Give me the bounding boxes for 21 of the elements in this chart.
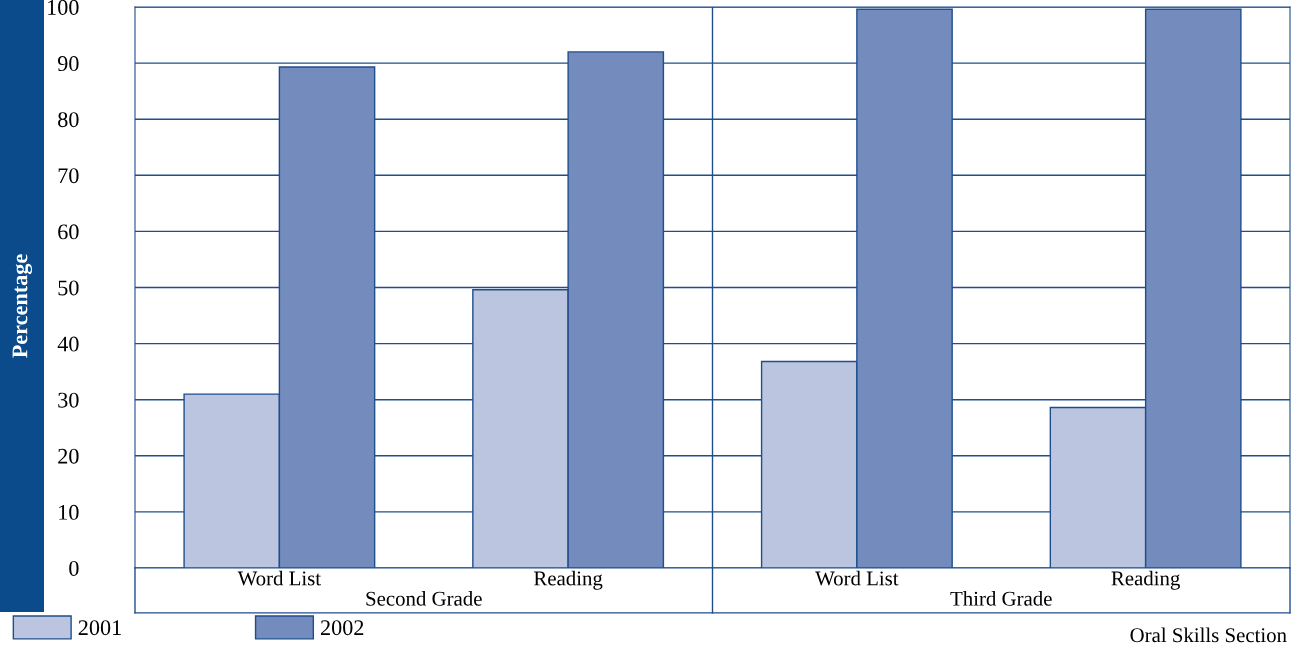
text: Oral Skills Section <box>1130 627 1287 643</box>
y-axis-title: Percentage <box>12 254 33 358</box>
x-tick-label: Reading <box>534 570 603 590</box>
x-tick-label: Word List <box>237 570 321 586</box>
y-tick-label: 30 <box>58 392 79 408</box>
y-tick-label: 70 <box>58 168 79 184</box>
legend-label: 2001 <box>78 620 121 636</box>
y-tick-label: 100 <box>48 0 79 15</box>
text: Second Grade <box>366 591 482 606</box>
y-tick-label: 0 <box>69 560 79 576</box>
y-tick-label: 40 <box>57 336 79 352</box>
y-tick-label: 20 <box>58 448 79 464</box>
legend-label: 2002 <box>320 620 364 636</box>
x-tick-label: Reading <box>1111 570 1180 590</box>
y-tick-label: 80 <box>58 112 79 128</box>
text: Third Grade <box>950 591 1052 606</box>
x-tick-label: Word List <box>815 570 899 586</box>
y-tick-label: 10 <box>59 504 79 520</box>
y-tick-label: 50 <box>58 280 79 296</box>
y-tick-label: 60 <box>58 224 79 240</box>
y-tick-label: 90 <box>57 56 79 72</box>
